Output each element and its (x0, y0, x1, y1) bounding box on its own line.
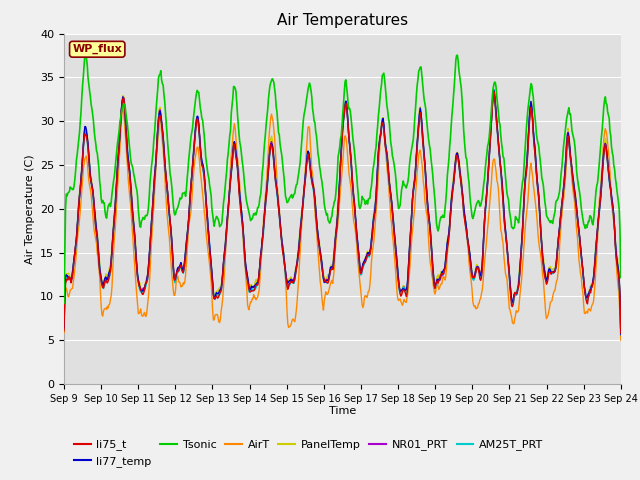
li75_t (127, 193, 135, 199)
Tsonic (60, 300, 68, 306)
AirT (70, 274, 78, 279)
li77_temp (617, 331, 625, 337)
PanelTemp (617, 331, 625, 337)
Line: li77_temp: li77_temp (64, 90, 621, 334)
li77_temp (70, 255, 78, 261)
NR01_PRT (490, 88, 498, 94)
NR01_PRT (70, 256, 78, 262)
li75_t (214, 295, 221, 301)
li77_temp (410, 182, 418, 188)
AirT (214, 315, 222, 321)
PanelTemp (60, 326, 68, 332)
li75_t (617, 330, 625, 336)
AM25T_PRT (617, 332, 625, 337)
NR01_PRT (410, 181, 418, 187)
Tsonic (214, 216, 222, 222)
li75_t (60, 328, 68, 334)
Tsonic (428, 156, 435, 162)
PanelTemp (426, 227, 434, 232)
AM25T_PRT (490, 87, 498, 93)
AirT (60, 330, 68, 336)
li75_t (490, 89, 498, 95)
NR01_PRT (184, 228, 192, 233)
AM25T_PRT (127, 195, 135, 201)
NR01_PRT (617, 332, 625, 337)
AM25T_PRT (410, 185, 418, 191)
AirT (411, 204, 419, 209)
Tsonic (411, 115, 419, 120)
li77_temp (127, 192, 135, 198)
li75_t (426, 230, 434, 236)
li75_t (184, 226, 192, 231)
li77_temp (426, 227, 434, 233)
AM25T_PRT (426, 227, 434, 233)
AM25T_PRT (70, 258, 78, 264)
li77_temp (214, 290, 221, 296)
Line: PanelTemp: PanelTemp (64, 89, 621, 334)
NR01_PRT (127, 194, 135, 200)
NR01_PRT (426, 229, 434, 235)
Text: WP_flux: WP_flux (72, 44, 122, 54)
li77_temp (60, 325, 68, 331)
X-axis label: Time: Time (329, 407, 356, 417)
AirT (617, 337, 625, 343)
Line: Tsonic: Tsonic (64, 55, 621, 303)
PanelTemp (70, 256, 78, 262)
PanelTemp (490, 86, 498, 92)
PanelTemp (184, 224, 192, 229)
AirT (428, 265, 435, 271)
li75_t (70, 257, 78, 263)
Y-axis label: Air Temperature (C): Air Temperature (C) (24, 154, 35, 264)
Line: li75_t: li75_t (64, 92, 621, 333)
NR01_PRT (60, 325, 68, 331)
Tsonic (81, 52, 89, 58)
Line: AM25T_PRT: AM25T_PRT (64, 90, 621, 335)
NR01_PRT (214, 292, 221, 298)
Tsonic (128, 163, 136, 168)
li77_temp (184, 225, 192, 231)
AM25T_PRT (214, 292, 221, 298)
AirT (128, 225, 136, 230)
PanelTemp (214, 288, 221, 293)
li77_temp (490, 87, 498, 93)
AM25T_PRT (184, 228, 192, 233)
AM25T_PRT (60, 325, 68, 331)
PanelTemp (127, 186, 135, 192)
Tsonic (185, 157, 193, 163)
Legend: li75_t, li77_temp, Tsonic, AirT, PanelTemp, NR01_PRT, AM25T_PRT: li75_t, li77_temp, Tsonic, AirT, PanelTe… (70, 435, 548, 471)
Tsonic (70, 183, 78, 189)
Line: AirT: AirT (64, 108, 621, 340)
Line: NR01_PRT: NR01_PRT (64, 91, 621, 335)
li75_t (410, 183, 418, 189)
PanelTemp (410, 180, 418, 185)
AirT (185, 224, 193, 230)
AirT (119, 105, 127, 111)
Tsonic (617, 275, 625, 280)
Title: Air Temperatures: Air Temperatures (277, 13, 408, 28)
